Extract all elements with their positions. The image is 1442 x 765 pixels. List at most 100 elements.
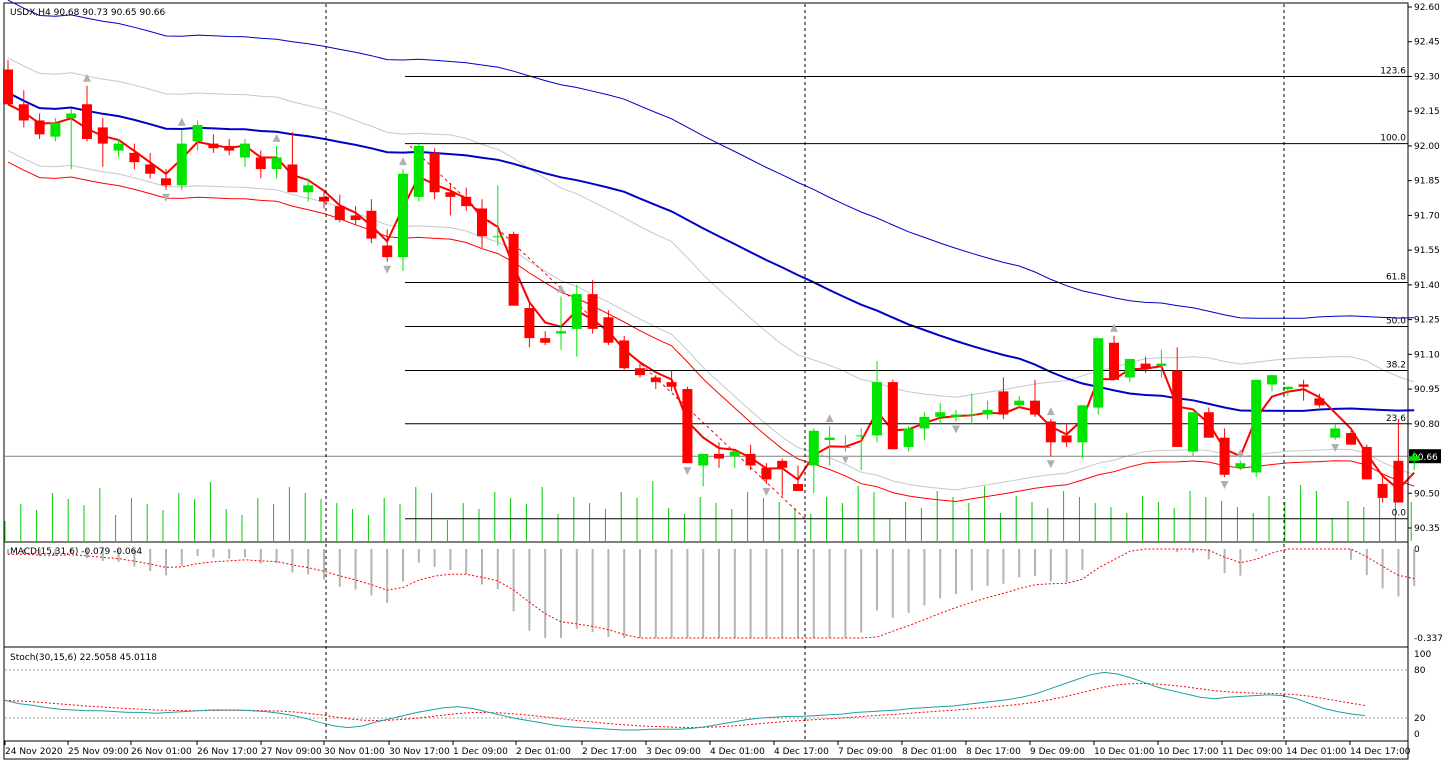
bullish-candle[interactable] — [556, 331, 566, 334]
bearish-candle[interactable] — [1377, 484, 1388, 498]
bearish-candle[interactable] — [603, 317, 614, 343]
bullish-candle[interactable] — [1251, 379, 1262, 473]
bullish-candle[interactable] — [982, 409, 993, 415]
bearish-candle[interactable] — [1298, 384, 1309, 387]
bullish-candle[interactable] — [872, 382, 882, 436]
bearish-candle[interactable] — [1361, 446, 1372, 480]
bullish-candle[interactable] — [919, 416, 930, 429]
bearish-candle[interactable] — [18, 104, 29, 121]
bearish-candle[interactable] — [587, 294, 598, 329]
bullish-candle[interactable] — [698, 453, 709, 466]
bullish-candle[interactable] — [808, 430, 819, 466]
bullish-candle[interactable] — [1409, 456, 1420, 461]
bullish-candle[interactable] — [840, 446, 851, 448]
bearish-candle[interactable] — [666, 382, 677, 387]
bearish-candle[interactable] — [508, 233, 519, 306]
bullish-candle[interactable] — [66, 113, 77, 119]
bearish-candle[interactable] — [208, 143, 219, 149]
bullish-candle[interactable] — [1093, 338, 1104, 408]
bearish-candle[interactable] — [287, 164, 298, 193]
bearish-candle[interactable] — [1203, 412, 1214, 438]
price-tick-label: 90.80 — [1414, 420, 1440, 430]
bearish-candle[interactable] — [129, 152, 140, 163]
bearish-candle[interactable] — [366, 210, 377, 239]
bearish-candle[interactable] — [224, 145, 235, 151]
bullish-candle[interactable] — [1282, 386, 1293, 390]
bullish-candle[interactable] — [951, 414, 961, 417]
bullish-candle[interactable] — [935, 412, 946, 417]
bullish-candle[interactable] — [398, 173, 408, 258]
bullish-candle[interactable] — [176, 143, 187, 186]
bearish-candle[interactable] — [1393, 460, 1404, 503]
bullish-candle[interactable] — [966, 414, 977, 416]
bullish-candle[interactable] — [1267, 375, 1277, 385]
price-panel[interactable]: 92.60 92.45 92.30 92.15 92.00 91.85 91.70 91.55… — [3, 0, 1441, 541]
bearish-candle[interactable] — [161, 178, 171, 186]
bearish-candle[interactable] — [1172, 370, 1183, 447]
bearish-candle[interactable] — [97, 127, 108, 144]
bearish-candle[interactable] — [429, 152, 440, 193]
bearish-candle[interactable] — [887, 382, 898, 450]
bullish-candle[interactable] — [1014, 400, 1025, 406]
price-tick-label: 91.25 — [1414, 316, 1440, 326]
bearish-candle[interactable] — [1219, 437, 1230, 475]
bullish-candle[interactable] — [903, 428, 914, 447]
bullish-candle[interactable] — [50, 122, 61, 137]
bearish-candle[interactable] — [650, 377, 661, 383]
bearish-candle[interactable] — [319, 196, 329, 202]
bullish-candle[interactable] — [240, 143, 250, 158]
bullish-candle[interactable] — [413, 145, 424, 197]
bearish-candle[interactable] — [745, 453, 756, 466]
bearish-candle[interactable] — [1346, 433, 1356, 445]
bearish-candle[interactable] — [1140, 363, 1151, 369]
stoch-panel[interactable]: 100 80 20 0 — [4, 650, 1431, 740]
macd-panel[interactable]: 0 -0.337 — [7, 545, 1442, 644]
bullish-candle[interactable] — [1188, 412, 1198, 452]
bearish-candle[interactable] — [619, 340, 630, 369]
bearish-candle[interactable] — [382, 245, 393, 258]
bearish-candle[interactable] — [761, 467, 772, 480]
bearish-candle[interactable] — [477, 208, 487, 237]
bearish-candle[interactable] — [1314, 398, 1325, 406]
bullish-candle[interactable] — [1124, 358, 1135, 378]
bullish-candle[interactable] — [1330, 428, 1341, 438]
bullish-candle[interactable] — [113, 143, 124, 151]
bullish-candle[interactable] — [192, 125, 203, 142]
bearish-candle[interactable] — [1030, 400, 1040, 415]
bearish-candle[interactable] — [714, 453, 724, 459]
bearish-candle[interactable] — [461, 196, 472, 207]
bearish-candle[interactable] — [1045, 421, 1056, 443]
bullish-candle[interactable] — [1235, 463, 1246, 468]
bullish-candle[interactable] — [856, 435, 867, 437]
bearish-candle[interactable] — [540, 338, 551, 343]
bearish-candle[interactable] — [255, 157, 266, 170]
bearish-candle[interactable] — [350, 215, 361, 221]
bearish-candle[interactable] — [145, 164, 156, 174]
time-tick-label: 10 Dec 17:00 — [1158, 747, 1219, 757]
bullish-candle[interactable] — [571, 294, 582, 329]
macd-tick-label: -0.337 — [1414, 634, 1442, 644]
bullish-candle[interactable] — [729, 451, 740, 457]
bearish-candle[interactable] — [3, 69, 13, 105]
bearish-candle[interactable] — [682, 389, 693, 464]
bearish-candle[interactable] — [1061, 435, 1072, 443]
bearish-candle[interactable] — [82, 104, 92, 139]
bearish-candle[interactable] — [777, 460, 788, 468]
bullish-candle[interactable] — [824, 437, 835, 441]
bullish-candle[interactable] — [492, 236, 503, 238]
bearish-candle[interactable] — [334, 206, 345, 221]
bullish-candle[interactable] — [303, 185, 314, 193]
time-tick-label: 2 Dec 01:00 — [516, 747, 571, 757]
fractal-down-arrow — [383, 265, 392, 274]
bearish-candle[interactable] — [445, 192, 456, 197]
bullish-candle[interactable] — [1077, 405, 1088, 443]
bearish-candle[interactable] — [998, 391, 1009, 415]
bearish-candle[interactable] — [635, 368, 645, 376]
bullish-candle[interactable] — [1156, 363, 1167, 366]
bearish-candle[interactable] — [1109, 342, 1119, 380]
bearish-candle[interactable] — [793, 484, 803, 491]
bullish-candle[interactable] — [271, 157, 282, 170]
bearish-candle[interactable] — [34, 120, 45, 135]
bearish-candle[interactable] — [524, 308, 535, 339]
